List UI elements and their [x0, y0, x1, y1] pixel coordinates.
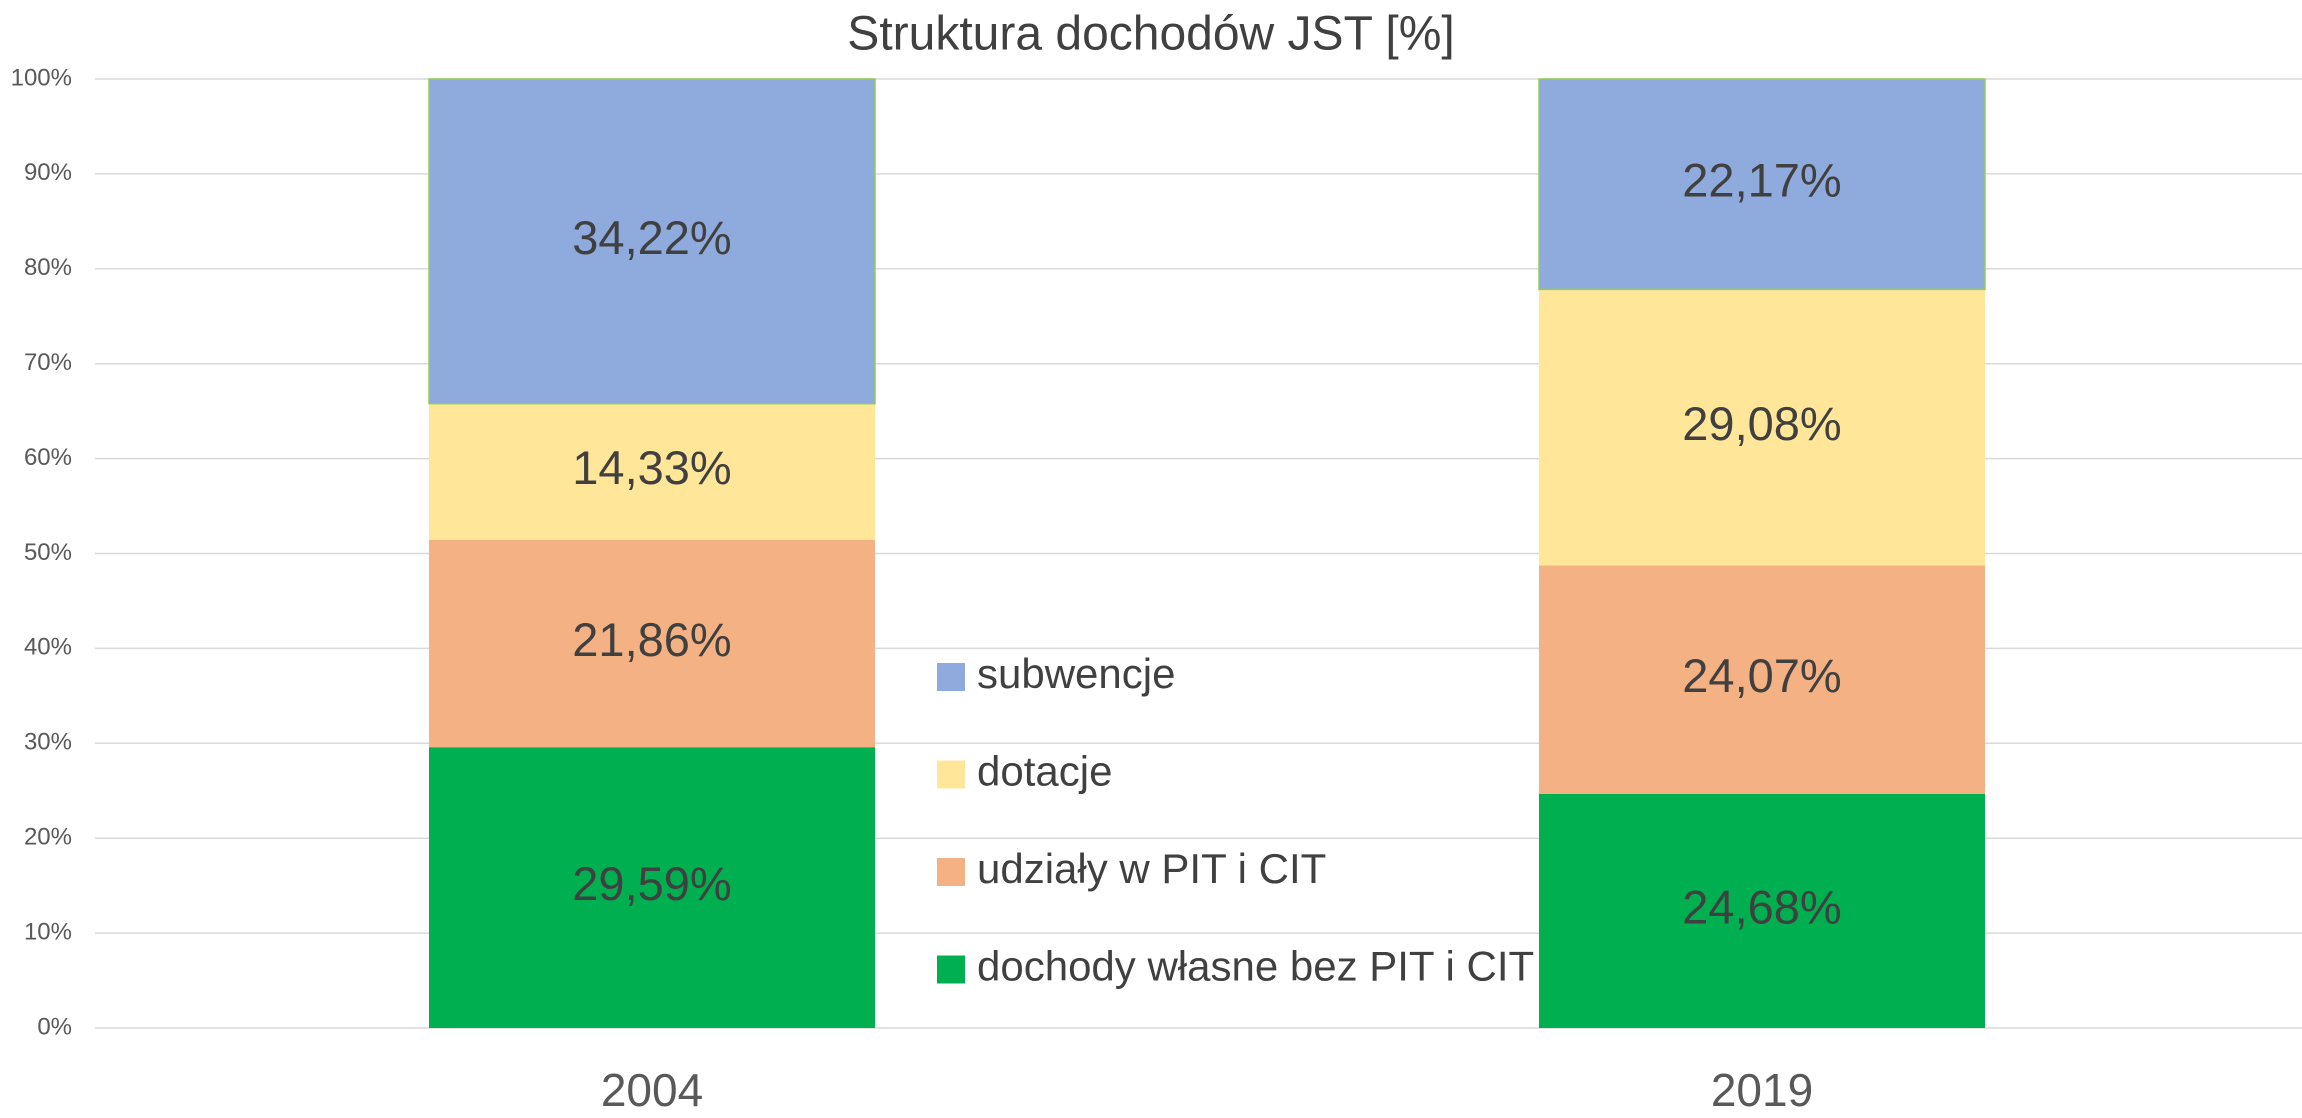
y-tick-label: 70% [24, 349, 72, 376]
legend-label: dotacje [977, 748, 1112, 795]
y-tick-label: 30% [24, 729, 72, 756]
y-tick-label: 20% [24, 824, 72, 851]
legend-swatch [937, 955, 965, 984]
data-label: 21,86% [572, 613, 731, 666]
y-tick-label: 90% [24, 159, 72, 186]
y-tick-label: 50% [24, 539, 72, 566]
y-tick-label: 80% [24, 254, 72, 281]
data-label: 29,59% [572, 857, 731, 910]
data-label: 34,22% [572, 211, 731, 264]
x-tick-label: 2019 [1711, 1064, 1813, 1116]
bar-segment [1538, 78, 1986, 291]
data-label: 22,17% [1682, 154, 1841, 207]
data-label: 14,33% [572, 441, 731, 494]
chart-title: Struktura dochodów JST [%] [847, 8, 1454, 61]
x-tick-label: 2004 [601, 1064, 703, 1116]
data-label: 24,07% [1682, 649, 1841, 702]
legend-label: subwencje [977, 650, 1175, 697]
y-tick-label: 60% [24, 444, 72, 471]
bar-segment [1539, 289, 1985, 566]
data-label: 29,08% [1682, 397, 1841, 450]
bar-segment [429, 403, 875, 540]
legend-swatch [937, 663, 965, 691]
bar-segment [1539, 565, 1985, 794]
legend-label: dochody własne bez PIT i CIT [977, 943, 1534, 990]
y-tick-label: 10% [24, 918, 72, 945]
y-tick-label: 0% [37, 1013, 72, 1040]
data-label: 24,68% [1682, 880, 1841, 933]
legend-swatch [937, 858, 965, 886]
bar-segment [428, 78, 876, 405]
y-tick-label: 40% [24, 634, 72, 661]
legend-swatch [937, 760, 965, 789]
legend-label: udziały w PIT i CIT [977, 845, 1326, 892]
bar-segment [429, 747, 875, 1028]
y-tick-label: 100% [11, 64, 72, 91]
bar-segment [429, 539, 875, 748]
bar-segment [1539, 793, 1985, 1028]
